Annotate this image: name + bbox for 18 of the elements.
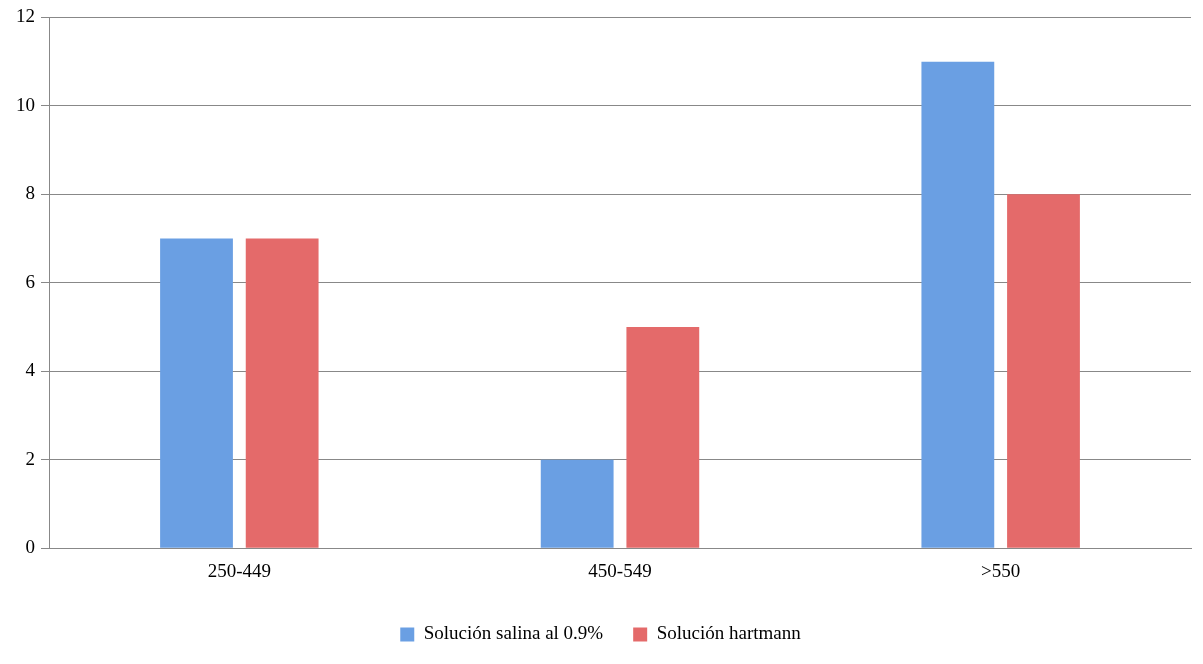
y-tick-label: 12 bbox=[16, 5, 35, 27]
y-tick-label: 10 bbox=[16, 93, 35, 115]
bar bbox=[626, 327, 700, 548]
bar bbox=[160, 238, 233, 548]
y-tick-label: 6 bbox=[25, 270, 35, 292]
y-tick-label: 2 bbox=[25, 447, 35, 469]
y-tick-label: 0 bbox=[25, 536, 35, 558]
bar bbox=[245, 238, 319, 548]
legend-label: Solución hartmann bbox=[656, 622, 802, 644]
bar bbox=[1007, 194, 1080, 548]
x-tick-label: 450-549 bbox=[588, 559, 652, 581]
legend-label: Solución salina al 0.9% bbox=[423, 622, 604, 644]
x-tick-label: >550 bbox=[981, 559, 1021, 581]
bar bbox=[921, 61, 995, 548]
y-tick-label: 4 bbox=[25, 359, 36, 381]
y-tick-label: 8 bbox=[25, 182, 35, 204]
bar bbox=[540, 459, 614, 548]
x-tick-label: 250-449 bbox=[207, 559, 271, 581]
